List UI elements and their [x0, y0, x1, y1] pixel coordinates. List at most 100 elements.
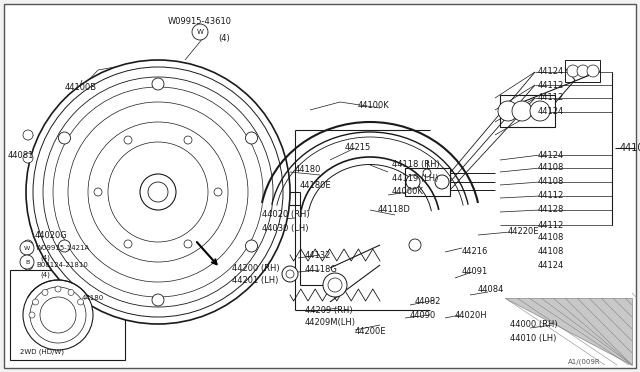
- Text: 44112: 44112: [538, 93, 564, 103]
- Circle shape: [214, 188, 222, 196]
- Text: (4): (4): [40, 272, 50, 278]
- Circle shape: [282, 266, 298, 282]
- Text: 44108: 44108: [538, 164, 564, 173]
- Bar: [565, 60, 600, 82]
- Text: B: B: [25, 260, 29, 264]
- Circle shape: [58, 132, 70, 144]
- Text: 44081: 44081: [8, 151, 35, 160]
- Circle shape: [184, 240, 192, 248]
- Text: 44180: 44180: [82, 295, 104, 301]
- Circle shape: [124, 240, 132, 248]
- Text: 44209 (RH): 44209 (RH): [305, 305, 353, 314]
- Text: 44112: 44112: [538, 80, 564, 90]
- Text: 44215: 44215: [345, 144, 371, 153]
- Text: 44118 (RH): 44118 (RH): [392, 160, 440, 170]
- Text: 44108: 44108: [538, 177, 564, 186]
- Text: 44090: 44090: [410, 311, 436, 320]
- Circle shape: [435, 175, 449, 189]
- Text: 44100K: 44100K: [358, 100, 390, 109]
- Circle shape: [33, 299, 38, 305]
- Text: 44060K: 44060K: [392, 187, 424, 196]
- Text: 44220E: 44220E: [508, 228, 540, 237]
- Circle shape: [55, 286, 61, 292]
- Circle shape: [26, 60, 290, 324]
- Circle shape: [77, 299, 83, 305]
- Circle shape: [148, 182, 168, 202]
- Circle shape: [587, 65, 599, 77]
- Circle shape: [192, 24, 208, 40]
- Circle shape: [23, 240, 33, 250]
- Text: 44112: 44112: [538, 221, 564, 230]
- Text: 44112: 44112: [538, 192, 564, 201]
- Circle shape: [23, 153, 33, 163]
- Circle shape: [409, 239, 421, 251]
- Circle shape: [94, 188, 102, 196]
- Text: 44124: 44124: [538, 108, 564, 116]
- Circle shape: [124, 136, 132, 144]
- Circle shape: [23, 260, 33, 270]
- Text: 44020H: 44020H: [455, 311, 488, 320]
- Text: W: W: [24, 246, 30, 250]
- Polygon shape: [505, 298, 632, 365]
- Text: 44108: 44108: [538, 247, 564, 257]
- Circle shape: [498, 101, 518, 121]
- Circle shape: [512, 101, 532, 121]
- Circle shape: [23, 280, 93, 350]
- Text: 44124: 44124: [538, 151, 564, 160]
- Text: 44180E: 44180E: [300, 180, 332, 189]
- Circle shape: [20, 255, 34, 269]
- Circle shape: [328, 278, 342, 292]
- Text: (4): (4): [40, 255, 50, 261]
- Text: W09915-1421A: W09915-1421A: [36, 245, 90, 251]
- Text: 44084: 44084: [478, 285, 504, 295]
- Text: 44119 (LH): 44119 (LH): [392, 173, 438, 183]
- Text: 44216: 44216: [462, 247, 488, 257]
- Circle shape: [152, 78, 164, 90]
- Text: 2WD (HD/W): 2WD (HD/W): [20, 349, 64, 355]
- Text: 44010 (LH): 44010 (LH): [510, 334, 556, 343]
- Text: 44000 (RH): 44000 (RH): [510, 321, 557, 330]
- Text: 44118G: 44118G: [305, 266, 338, 275]
- Text: 44091: 44091: [462, 267, 488, 276]
- Circle shape: [286, 270, 294, 278]
- Circle shape: [323, 273, 347, 297]
- Bar: [405, 168, 450, 196]
- Text: 44124: 44124: [538, 260, 564, 269]
- Text: 44030 (LH): 44030 (LH): [262, 224, 308, 232]
- Text: 44128: 44128: [538, 205, 564, 215]
- Text: A1/(009R: A1/(009R: [568, 359, 600, 365]
- Text: 44082: 44082: [415, 298, 442, 307]
- Circle shape: [29, 312, 35, 318]
- Text: 44020G: 44020G: [35, 231, 68, 240]
- Circle shape: [23, 130, 33, 140]
- Text: 44100B: 44100B: [65, 83, 97, 93]
- Circle shape: [184, 136, 192, 144]
- Bar: [500, 95, 555, 127]
- Circle shape: [58, 240, 70, 252]
- Circle shape: [423, 169, 431, 177]
- Text: B08124-21810: B08124-21810: [36, 262, 88, 268]
- Text: 44132: 44132: [305, 250, 332, 260]
- Circle shape: [152, 294, 164, 306]
- Circle shape: [246, 132, 257, 144]
- Text: 44100: 44100: [620, 143, 640, 153]
- Circle shape: [246, 240, 257, 252]
- Text: 44200 (RH): 44200 (RH): [232, 263, 280, 273]
- Circle shape: [42, 289, 48, 295]
- Circle shape: [140, 174, 176, 210]
- Circle shape: [577, 65, 589, 77]
- Circle shape: [68, 289, 74, 295]
- Text: 44200E: 44200E: [355, 327, 387, 337]
- Circle shape: [530, 101, 550, 121]
- Text: 44201 (LH): 44201 (LH): [232, 276, 278, 285]
- Circle shape: [406, 175, 420, 189]
- Text: 44124: 44124: [538, 67, 564, 77]
- Text: 44108: 44108: [538, 234, 564, 243]
- Text: 44020 (RH): 44020 (RH): [262, 211, 310, 219]
- Text: 44209M(LH): 44209M(LH): [305, 317, 356, 327]
- Text: 44180: 44180: [295, 166, 321, 174]
- Bar: [10, 270, 125, 360]
- Text: W: W: [196, 29, 204, 35]
- Circle shape: [567, 65, 579, 77]
- Circle shape: [20, 241, 34, 255]
